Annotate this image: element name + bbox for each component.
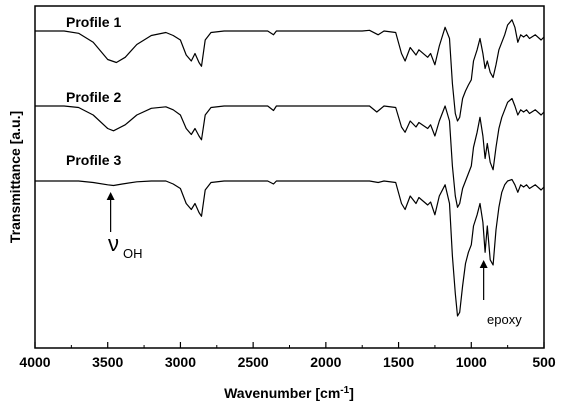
series-line-2 [35, 97, 545, 208]
epoxy-arrow [479, 260, 488, 300]
series-layer [35, 19, 545, 317]
x-tick-label-3000: 3000 [165, 354, 196, 370]
x-tick-label-1000: 1000 [456, 354, 487, 370]
x-tick-layer: 4000 3500 3000 2500 2000 1500 1000 500 [19, 342, 556, 370]
x-axis-title-sup: -1 [340, 385, 349, 396]
x-tick-label-500: 500 [532, 354, 556, 370]
epoxy-label: epoxy [487, 312, 522, 327]
series-line-3 [35, 178, 545, 317]
x-axis-title-end: ] [349, 385, 354, 401]
x-axis-title-main: Wavenumber [cm [224, 385, 340, 401]
nu-oh-arrow [106, 192, 115, 232]
nu-oh-subscript: OH [123, 246, 143, 261]
series-line-1 [35, 19, 545, 122]
nu-oh-symbol: ν [108, 231, 119, 256]
x-tick-label-4000: 4000 [19, 354, 50, 370]
x-tick-label-3500: 3500 [92, 354, 123, 370]
series-label-profile-1: Profile 1 [66, 14, 121, 30]
nu-oh-arrow-head [106, 192, 115, 200]
x-axis-title: Wavenumber [cm-1] [224, 385, 354, 401]
x-tick-label-2500: 2500 [238, 354, 269, 370]
x-tick-label-1500: 1500 [383, 354, 414, 370]
series-label-profile-2: Profile 2 [66, 89, 121, 105]
series-label-profile-3: Profile 3 [66, 152, 121, 168]
x-tick-label-2000: 2000 [310, 354, 341, 370]
y-axis-title: Transmittance [a.u.] [7, 111, 23, 243]
annotation-layer: ν OH epoxy [106, 192, 522, 327]
epoxy-arrow-head [479, 260, 488, 268]
